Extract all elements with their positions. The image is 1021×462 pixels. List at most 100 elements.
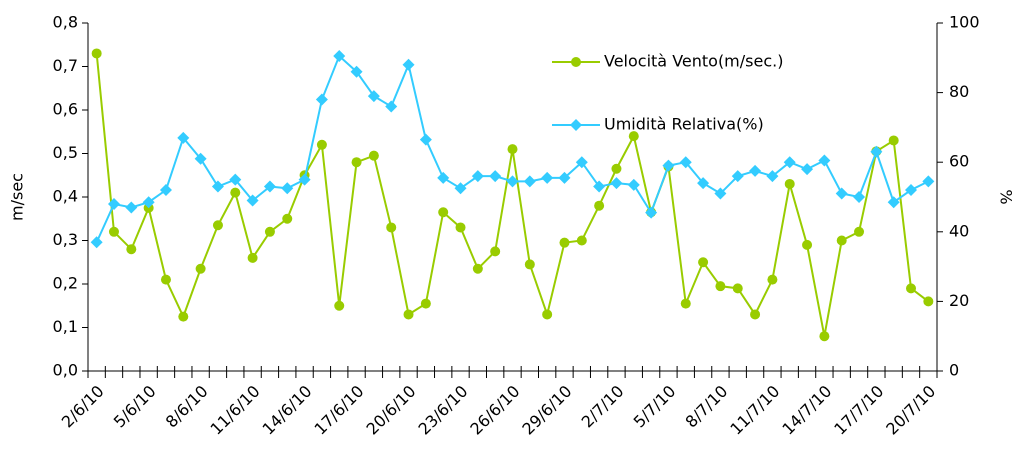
y-tick-label: 0,2 (53, 274, 78, 293)
diamond-marker (731, 170, 744, 183)
diamond-marker (853, 191, 866, 203)
diamond-marker (489, 170, 502, 183)
y2-tick-label: 80 (949, 82, 969, 101)
diamond-marker (523, 175, 536, 188)
circle-marker (91, 48, 102, 59)
y2-tick-label: 20 (949, 291, 969, 310)
circle-marker (819, 331, 830, 342)
circle-marker (628, 131, 639, 142)
diamond-marker (402, 58, 415, 71)
diamond-marker (177, 131, 190, 144)
diamond-marker (506, 175, 519, 188)
circle-marker (420, 298, 431, 309)
diamond-marker (454, 182, 467, 195)
series-line (95, 53, 929, 337)
y2-axis-label: % (997, 189, 1016, 204)
circle-marker (698, 257, 709, 268)
diamond-marker (593, 180, 606, 193)
diamond-marker (627, 178, 640, 191)
circle-marker (472, 263, 483, 274)
circle-marker (767, 274, 778, 285)
x-tick-label: 8/7/10 (682, 382, 732, 432)
circle-marker (490, 246, 501, 257)
circle-marker (524, 259, 535, 270)
legend-label: Velocità Vento(m/sec.) (604, 52, 783, 71)
circle-marker (212, 220, 223, 231)
diamond-marker (315, 93, 328, 106)
diamond-marker (749, 164, 762, 177)
circle-marker (906, 283, 917, 294)
x-tick-label: 11/6/10 (207, 382, 264, 439)
x-tick-label: 23/6/10 (414, 382, 471, 439)
legend-marker (570, 119, 582, 131)
diamond-marker (367, 90, 380, 103)
circle-marker (680, 298, 691, 309)
diamond-marker (229, 173, 242, 186)
x-tick-label: 8/6/10 (162, 382, 212, 432)
circle-marker (403, 309, 414, 320)
circle-marker (178, 311, 189, 322)
diamond-marker (835, 187, 848, 200)
diamond-marker (922, 175, 935, 188)
diamond-marker (697, 177, 710, 190)
x-tick-label: 17/7/10 (830, 382, 887, 439)
diamond-marker (437, 171, 450, 184)
circle-marker (836, 235, 847, 246)
diamond-marker (471, 170, 484, 183)
y-tick-label: 0,1 (53, 317, 78, 336)
diamond-marker (575, 156, 588, 169)
legend-marker (571, 57, 581, 67)
circle-marker (854, 226, 865, 237)
circle-marker (247, 252, 258, 263)
diamond-marker (350, 65, 363, 78)
diamond-marker (419, 133, 432, 146)
circle-marker (594, 200, 605, 211)
x-tick-label: 29/6/10 (518, 382, 575, 439)
diamond-marker (281, 182, 294, 195)
circle-marker (750, 309, 761, 320)
diamond-marker (333, 50, 346, 63)
circle-marker (108, 226, 119, 237)
diamond-marker (107, 197, 120, 210)
circle-marker (334, 300, 345, 311)
y-tick-label: 0,4 (53, 187, 78, 206)
circle-marker (368, 150, 379, 161)
circle-marker (732, 283, 743, 294)
circle-marker (386, 222, 397, 233)
diamond-marker (662, 159, 675, 172)
diamond-marker (558, 171, 571, 184)
circle-marker (316, 139, 327, 150)
diamond-marker (90, 236, 103, 249)
diamond-marker (818, 154, 831, 167)
y2-tick-label: 0 (949, 361, 959, 380)
y2-tick-label: 60 (949, 152, 969, 171)
legend-label: Umidità Relativa(%) (604, 115, 764, 134)
x-tick-label: 26/6/10 (466, 382, 523, 439)
x-tick-label: 5/7/10 (630, 382, 680, 432)
circle-marker (576, 235, 587, 246)
diamond-marker (159, 184, 172, 197)
circle-marker (438, 207, 449, 218)
diamond-marker (783, 156, 796, 169)
diamond-marker (766, 170, 779, 183)
diamond-marker (610, 177, 623, 190)
diamond-marker (246, 194, 259, 207)
diamond-marker (714, 187, 727, 200)
y2-tick-label: 40 (949, 221, 969, 240)
diamond-marker (298, 173, 311, 186)
diamond-marker (541, 171, 554, 184)
y-axis-label: m/sec (8, 173, 27, 221)
circle-marker (351, 157, 362, 168)
diamond-marker (194, 152, 207, 165)
circle-marker (230, 187, 241, 198)
circle-marker (802, 239, 813, 250)
x-tick-label: 20/7/10 (882, 382, 939, 439)
diamond-marker (870, 145, 883, 158)
x-tick-label: 5/6/10 (110, 382, 160, 432)
x-tick-label: 14/7/10 (778, 382, 835, 439)
x-tick-label: 17/6/10 (311, 382, 368, 439)
diamond-marker (211, 180, 224, 193)
circle-marker (126, 244, 137, 255)
circle-marker (559, 237, 570, 248)
